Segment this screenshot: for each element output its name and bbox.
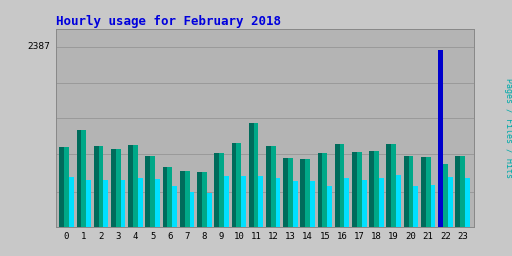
Bar <box>275 178 281 227</box>
Bar <box>253 123 259 227</box>
Bar <box>128 145 133 227</box>
Bar <box>465 178 470 227</box>
Bar <box>379 178 383 227</box>
Bar <box>305 159 310 227</box>
Bar <box>163 167 167 227</box>
Bar <box>288 158 293 227</box>
Bar <box>352 152 357 227</box>
Bar <box>317 153 323 227</box>
Bar <box>76 130 81 227</box>
Bar <box>460 156 465 227</box>
Bar <box>180 171 185 227</box>
Bar <box>150 156 155 227</box>
Bar <box>335 144 339 227</box>
Bar <box>116 150 121 227</box>
Bar <box>345 178 349 227</box>
Bar <box>99 146 103 227</box>
Bar <box>421 157 426 227</box>
Bar <box>249 123 253 227</box>
Bar <box>185 171 189 227</box>
Bar <box>426 157 431 227</box>
Bar <box>81 130 86 227</box>
Bar <box>103 180 108 227</box>
Bar <box>145 156 150 227</box>
Bar <box>138 178 143 227</box>
Bar <box>266 146 271 227</box>
Bar <box>310 181 315 227</box>
Bar <box>413 186 418 227</box>
Bar <box>189 192 195 227</box>
Bar <box>396 175 401 227</box>
Bar <box>207 193 211 227</box>
Bar <box>94 146 99 227</box>
Bar <box>111 150 116 227</box>
Bar <box>259 176 263 227</box>
Bar <box>59 147 64 227</box>
Bar <box>301 159 305 227</box>
Text: Pages / Files / Hits: Pages / Files / Hits <box>504 78 512 178</box>
Bar <box>403 156 409 227</box>
Bar <box>443 164 448 227</box>
Bar <box>438 50 443 227</box>
Bar <box>69 176 74 227</box>
Bar <box>357 152 361 227</box>
Bar <box>374 151 379 227</box>
Bar <box>224 176 229 227</box>
Bar <box>369 151 374 227</box>
Bar <box>219 153 224 227</box>
Bar <box>241 176 246 227</box>
Bar <box>431 185 435 227</box>
Bar <box>202 172 207 227</box>
Bar <box>409 156 413 227</box>
Bar <box>133 145 138 227</box>
Bar <box>391 144 396 227</box>
Bar <box>327 186 332 227</box>
Bar <box>231 143 237 227</box>
Bar <box>167 167 172 227</box>
Bar <box>339 144 345 227</box>
Bar <box>155 179 160 227</box>
Bar <box>448 177 453 227</box>
Bar <box>237 143 241 227</box>
Bar <box>172 186 177 227</box>
Bar <box>293 181 297 227</box>
Bar <box>387 144 391 227</box>
Bar <box>455 156 460 227</box>
Bar <box>323 153 327 227</box>
Text: Hourly usage for February 2018: Hourly usage for February 2018 <box>55 15 281 28</box>
Bar <box>197 172 202 227</box>
Bar <box>215 153 219 227</box>
Bar <box>361 180 367 227</box>
Bar <box>283 158 288 227</box>
Bar <box>271 146 275 227</box>
Bar <box>121 180 125 227</box>
Bar <box>86 180 91 227</box>
Bar <box>64 147 69 227</box>
